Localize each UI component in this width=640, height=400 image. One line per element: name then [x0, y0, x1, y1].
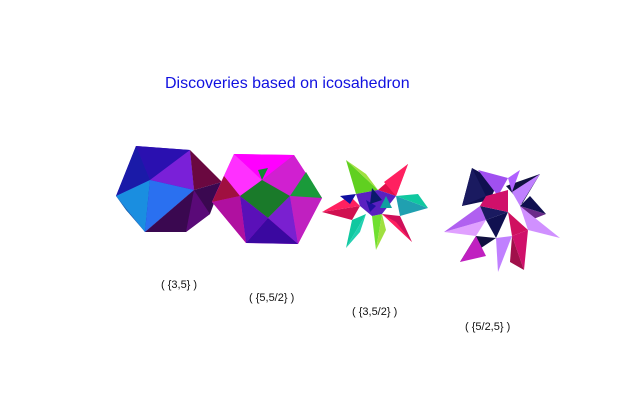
label-icosahedron: ( {3,5} ): [161, 279, 198, 291]
label-small-stellated-dodecahedron: ( {5/2,5} ): [465, 321, 511, 333]
icosahedron-shape: [116, 146, 222, 232]
great-dodecahedron-shape: [212, 154, 322, 244]
small-stellated-dodecahedron-shape: [444, 168, 560, 272]
great-icosahedron-shape: [322, 160, 428, 250]
page-title: Discoveries based on icosahedron: [165, 75, 410, 92]
label-great-icosahedron: ( {3,5/2} ): [352, 306, 398, 318]
label-great-dodecahedron: ( {5,5/2} ): [249, 292, 295, 304]
